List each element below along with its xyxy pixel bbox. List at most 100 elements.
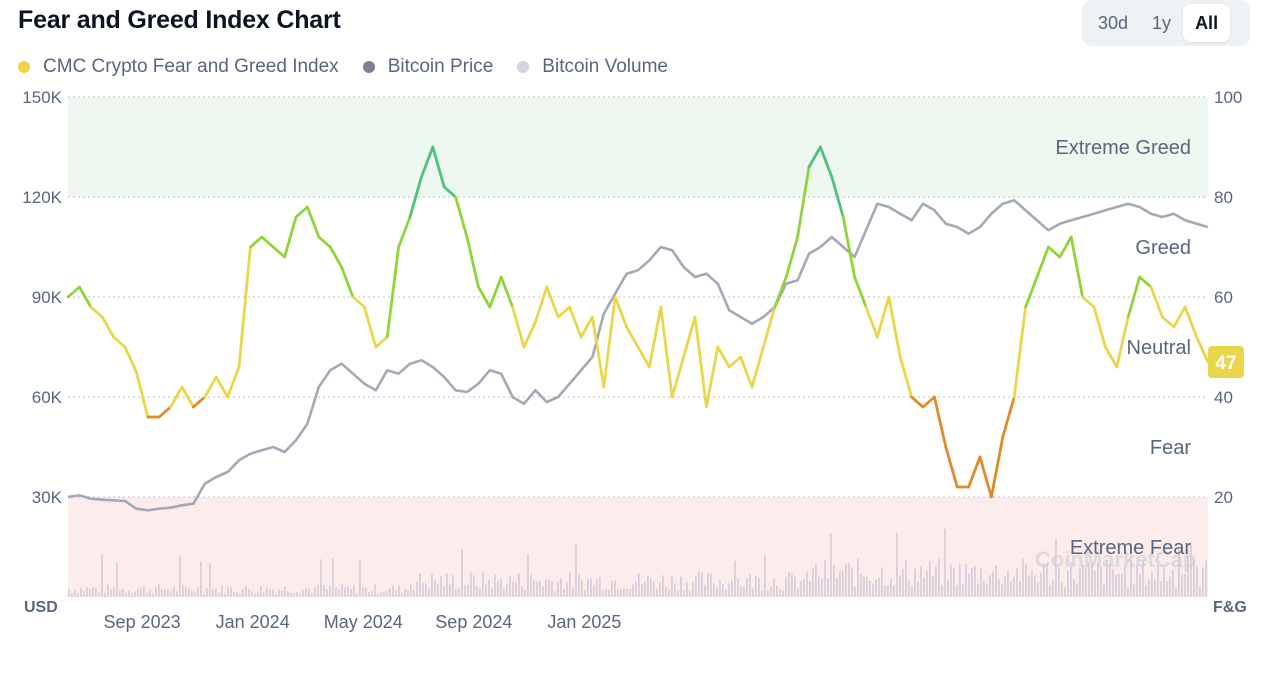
volume-bar <box>737 578 739 597</box>
zone-bands <box>68 97 1208 597</box>
fg-segment <box>442 185 458 199</box>
volume-bar <box>803 579 805 597</box>
volume-bar <box>1181 574 1183 597</box>
x-tick-label: Jan 2025 <box>547 612 621 632</box>
volume-bar <box>113 587 115 597</box>
volume-bar <box>497 580 499 597</box>
zone-label-2: Neutral <box>1127 337 1191 359</box>
volume-bar <box>1199 586 1201 597</box>
fg-segment <box>340 265 355 299</box>
volume-bar <box>983 581 985 597</box>
volume-bar <box>134 591 136 597</box>
fg-segment <box>579 315 594 339</box>
fg-segment <box>488 275 503 309</box>
tab-1y[interactable]: 1y <box>1152 13 1172 33</box>
volume-bar <box>1064 587 1066 597</box>
fg-segment <box>226 365 241 399</box>
volume-bar <box>323 585 325 597</box>
fg-segment <box>727 355 742 369</box>
volume-bar <box>380 592 382 597</box>
volume-bar <box>119 589 121 597</box>
volume-bar <box>251 591 253 597</box>
volume-bar <box>827 578 829 597</box>
series-line-fear-greed <box>66 145 1210 499</box>
volume-bar <box>389 588 391 597</box>
volume-bar <box>215 588 217 597</box>
volume-bar <box>347 586 349 597</box>
volume-bar <box>1076 583 1078 597</box>
volume-bar <box>758 577 760 597</box>
volume-bar <box>872 583 874 597</box>
volume-bar <box>947 580 949 597</box>
volume-bar <box>566 582 568 597</box>
volume-bar <box>638 573 640 597</box>
fg-segment <box>476 285 492 309</box>
volume-bar <box>962 584 964 597</box>
volume-bar <box>1088 562 1090 597</box>
legend-item-bitcoin-volume[interactable]: Bitcoin Volume <box>517 56 668 78</box>
legend-item-bitcoin-price[interactable]: Bitcoin Price <box>362 56 493 78</box>
volume-bar <box>1154 579 1156 597</box>
fg-segment <box>659 305 674 399</box>
volume-bar <box>665 586 667 597</box>
fg-segment <box>214 375 230 399</box>
volume-bar <box>728 583 730 597</box>
volume-bar <box>314 587 316 597</box>
left-tick-label: 60K <box>32 388 63 407</box>
tab-all[interactable]: All <box>1183 4 1231 42</box>
volume-bar <box>935 566 937 597</box>
volume-bar <box>890 578 892 597</box>
volume-bar <box>428 588 430 597</box>
volume-bar <box>527 554 529 597</box>
fg-segment <box>1126 275 1141 319</box>
volume-bar <box>212 589 214 597</box>
fg-segment <box>568 305 583 339</box>
volume-bar <box>167 589 169 597</box>
volume-bar <box>1145 585 1147 597</box>
fg-segment <box>876 295 891 339</box>
fg-segment <box>534 285 549 324</box>
volume-bar <box>107 584 109 597</box>
volume-bar <box>404 589 406 597</box>
volume-bar <box>704 584 706 597</box>
fg-segment <box>385 245 401 339</box>
volume-bar <box>659 582 661 597</box>
fg-segment <box>591 315 606 389</box>
volume-bar <box>866 577 868 597</box>
fg-segment <box>556 305 571 319</box>
volume-bar <box>917 582 919 597</box>
volume-bar <box>296 592 298 597</box>
volume-bar <box>1109 563 1111 597</box>
volume-bar <box>464 585 466 597</box>
fg-segment <box>1161 315 1176 329</box>
legend-item-fear-greed[interactable]: CMC Crypto Fear and Greed Index <box>18 56 339 78</box>
volume-bar <box>1025 563 1027 597</box>
zone-label-3: Fear <box>1150 437 1191 459</box>
volume-bar <box>1097 562 1099 597</box>
fg-segment <box>317 235 332 249</box>
grid-lines <box>68 96 1208 498</box>
volume-bar <box>1046 564 1048 597</box>
volume-bar <box>188 588 190 597</box>
volume-bar <box>515 582 517 597</box>
volume-bar <box>560 578 562 597</box>
tab-30d[interactable]: 30d <box>1098 13 1129 33</box>
volume-bar <box>278 589 280 597</box>
fg-segment <box>1024 275 1039 309</box>
volume-bar <box>92 587 94 597</box>
volume-bar <box>275 593 277 597</box>
volume-bar <box>191 590 193 597</box>
fg-segment <box>351 295 366 309</box>
volume-bar <box>71 592 73 597</box>
volume-bar <box>842 571 844 597</box>
zone-label-1: Greed <box>1135 237 1191 259</box>
volume-bar <box>1184 573 1186 597</box>
volume-bar <box>992 571 994 597</box>
volume-bars <box>68 528 1207 597</box>
volume-bar <box>401 593 403 597</box>
volume-bar <box>158 584 160 597</box>
fg-segment <box>784 235 799 279</box>
volume-bar <box>989 575 991 597</box>
volume-bar <box>1028 575 1030 597</box>
